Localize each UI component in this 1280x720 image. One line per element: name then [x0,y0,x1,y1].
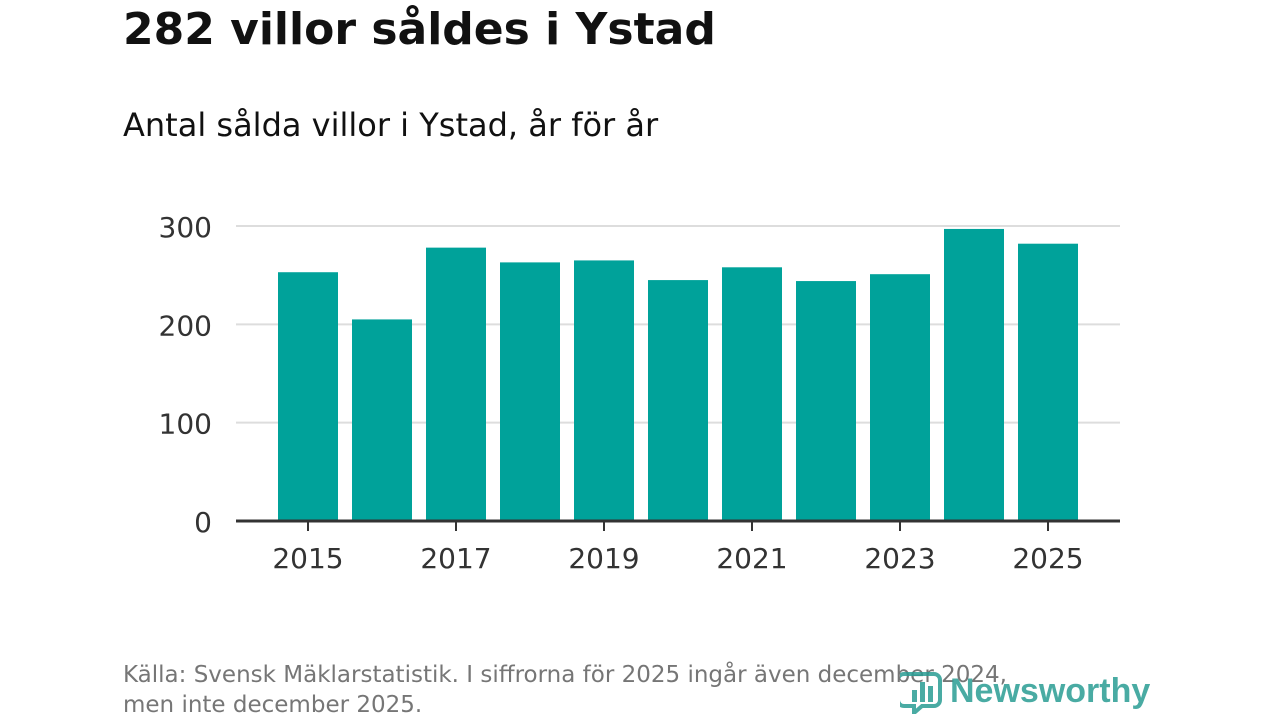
chart-subtitle: Antal sålda villor i Ystad, år för år [123,106,659,144]
bar-2015 [278,272,338,521]
x-tick-label: 2023 [864,542,935,575]
x-tick-label: 2017 [420,542,491,575]
source-line-2: men inte december 2025. [123,692,423,718]
newsworthy-logo-icon [900,672,942,714]
brand-name: Newsworthy [950,671,1151,710]
source-line-1: Källa: Svensk Mäklarstatistik. I siffror… [123,662,1007,688]
y-tick-label: 200 [159,309,212,342]
y-tick-label: 300 [159,211,212,244]
y-tick-label: 0 [194,506,212,539]
bar-2024 [944,228,1004,521]
bar-2023 [870,274,930,521]
y-tick-label: 100 [159,408,212,441]
bar-2019 [574,260,634,521]
x-tick-label: 2025 [1012,542,1083,575]
bar-2022 [796,281,856,521]
source-note: Källa: Svensk Mäklarstatistik. I siffror… [123,660,1103,720]
bar-2025 [1018,243,1078,521]
brand-logo: Newsworthy [900,668,1150,714]
bar-2018 [500,262,560,521]
chart-title: 282 villor såldes i Ystad [123,4,716,55]
x-tick-label: 2019 [568,542,639,575]
x-tick-label: 2015 [272,542,343,575]
bar-2016 [352,319,412,521]
bar-2021 [722,267,782,521]
bar-2017 [426,247,486,521]
bar-chart: 0 100 200 300 2015 2017 2019 2021 2023 2025 [159,211,1120,575]
bar-2020 [648,280,708,521]
x-tick-label: 2021 [716,542,787,575]
